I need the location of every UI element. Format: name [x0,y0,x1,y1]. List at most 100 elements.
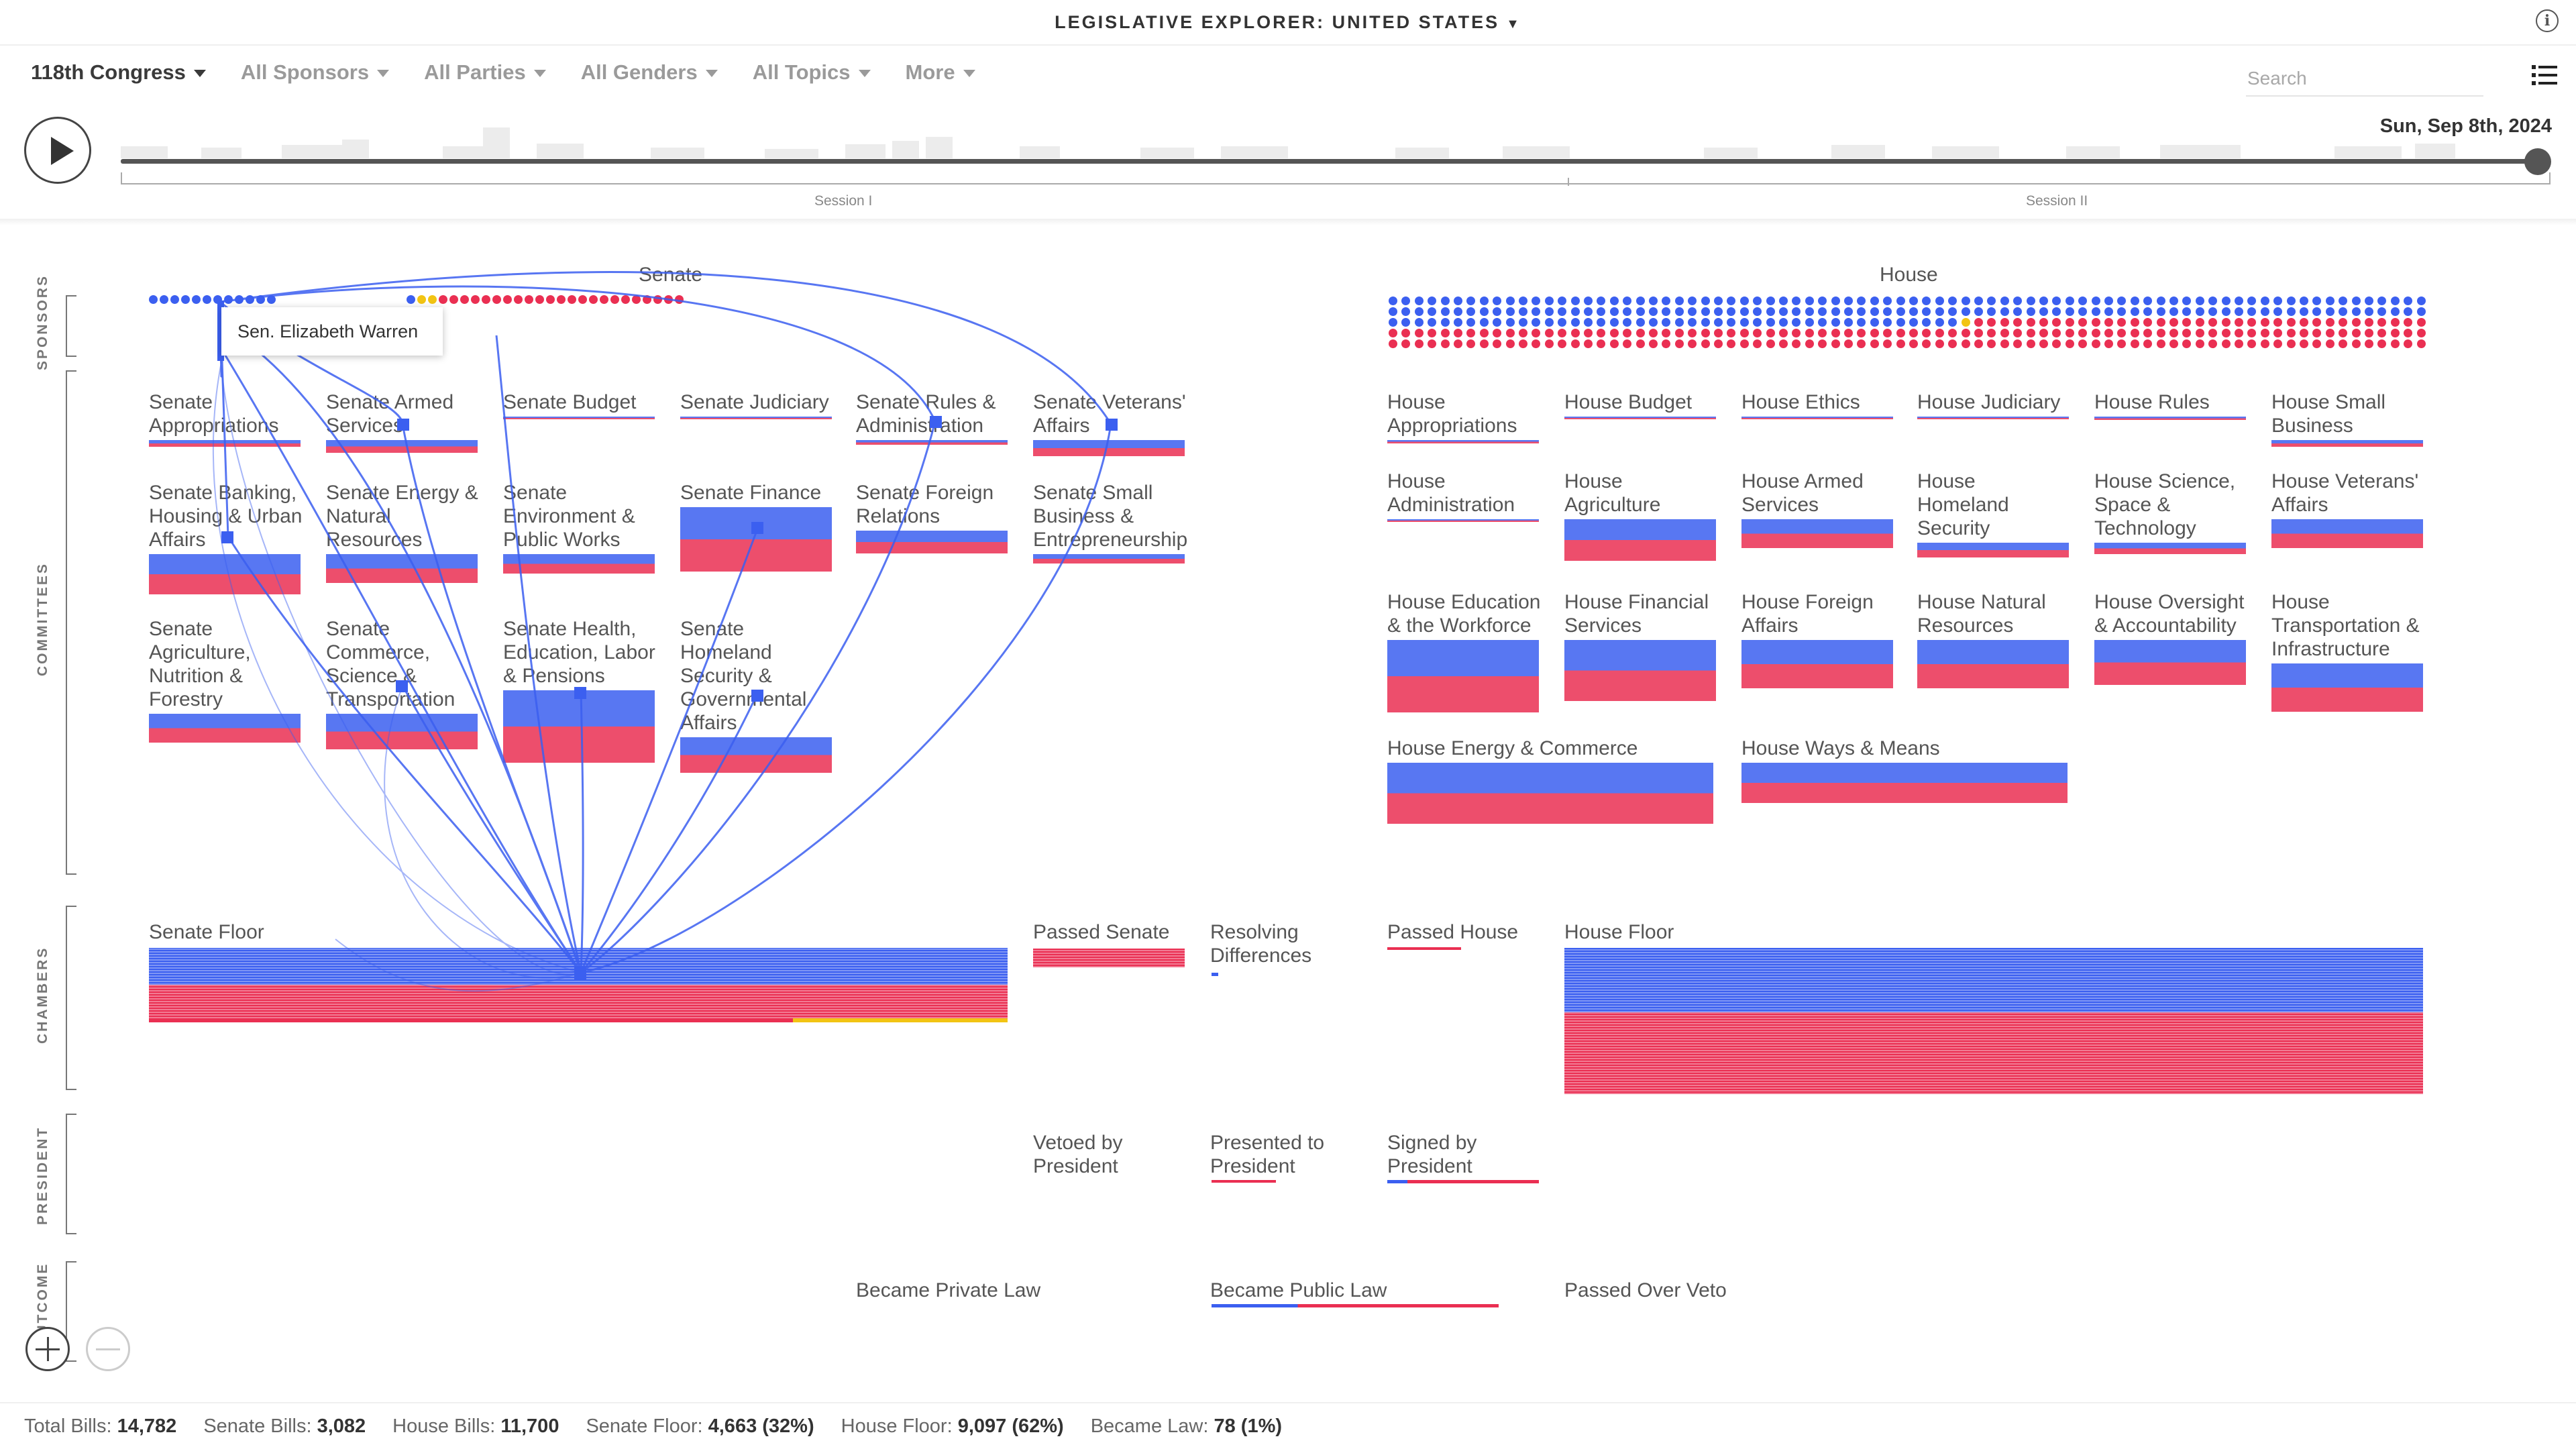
sponsor-dot[interactable] [2026,297,2035,305]
sponsor-dot[interactable] [2286,339,2296,348]
sponsor-dot[interactable] [1428,329,1437,337]
sponsor-dot[interactable] [2195,297,2204,305]
stage-passed-house[interactable]: Passed House [1387,920,1518,944]
sponsor-dot[interactable] [1558,329,1567,337]
sponsor-dot[interactable] [1961,297,1970,305]
sponsor-dot[interactable] [2377,297,2387,305]
senate-committee[interactable]: Senate Judiciary [680,390,835,419]
sponsor-dot[interactable] [1674,297,1684,305]
filter-sponsors[interactable]: All Sponsors [241,60,390,91]
sponsor-dot[interactable] [2325,318,2334,327]
sponsor-dot[interactable] [428,295,437,304]
sponsor-dot[interactable] [1987,318,1996,327]
sponsor-dot[interactable] [1440,339,1450,348]
sponsor-dot[interactable] [2026,307,2035,316]
sponsor-dot[interactable] [664,295,673,304]
sponsor-dot[interactable] [1389,318,1397,327]
sponsor-dot[interactable] [1857,318,1866,327]
sponsor-dot[interactable] [2143,318,2153,327]
sponsor-dot[interactable] [1493,318,1502,327]
sponsor-dot[interactable] [1532,307,1541,316]
house-committee[interactable]: House Natural Resources [1917,590,2072,688]
sponsor-dot[interactable] [1401,329,1411,337]
sponsor-dot[interactable] [2404,307,2413,316]
sponsor-dot[interactable] [203,295,211,304]
sponsor-dot[interactable] [1727,307,1736,316]
stage-public-law[interactable]: Became Public Law [1210,1279,1387,1302]
committee-bills[interactable] [149,714,301,743]
sponsor-dot[interactable] [2104,307,2113,316]
senate-floor-bills[interactable] [149,948,1008,1022]
house-committee[interactable]: House Rules [2094,390,2249,420]
sponsor-dot[interactable] [2365,307,2373,316]
sponsor-dot[interactable] [1519,297,1527,305]
sponsor-dot[interactable] [1597,318,1606,327]
sponsor-dot[interactable] [1753,329,1762,337]
sponsor-dot[interactable] [1519,329,1527,337]
sponsor-dot[interactable] [2208,339,2218,348]
presented-bills[interactable] [1212,1180,1276,1183]
sponsor-dot[interactable] [2365,339,2373,348]
sponsor-dot[interactable] [170,295,179,304]
senate-committee[interactable]: Senate Commerce, Science & Transportatio… [326,617,480,749]
sponsor-dot[interactable] [1727,329,1736,337]
sponsor-dot[interactable] [2339,329,2348,337]
sponsor-dot[interactable] [1570,329,1580,337]
sponsor-dot[interactable] [2404,318,2413,327]
sponsor-dot[interactable] [2143,297,2153,305]
sponsor-dot[interactable] [2235,339,2243,348]
sponsor-dot[interactable] [1766,329,1775,337]
sponsor-dot[interactable] [2416,297,2426,305]
sponsor-dot[interactable] [1493,339,1502,348]
committee-bills[interactable] [326,440,478,453]
sponsor-dot[interactable] [192,295,201,304]
sponsor-dot[interactable] [2091,297,2100,305]
sponsor-dot[interactable] [460,295,469,304]
sponsor-dot[interactable] [1857,339,1866,348]
sponsor-dot[interactable] [1766,318,1775,327]
sponsor-dot[interactable] [535,295,544,304]
sponsor-dot[interactable] [246,295,254,304]
sponsor-dot[interactable] [1727,339,1736,348]
sponsor-dot[interactable] [2156,307,2165,316]
sponsor-dot[interactable] [2260,339,2269,348]
senate-committee[interactable]: Senate Homeland Security & Governmental … [680,617,835,773]
sponsor-dot[interactable] [1922,329,1931,337]
sponsor-dot[interactable] [1662,297,1671,305]
sponsor-dot[interactable] [2235,318,2243,327]
sponsor-dot[interactable] [1753,339,1762,348]
sponsor-dot[interactable] [449,295,458,304]
zoom-out-button[interactable] [86,1327,130,1371]
sponsor-dot[interactable] [2260,297,2269,305]
sponsor-dot[interactable] [2091,329,2100,337]
sponsor-dot[interactable] [1544,329,1554,337]
sponsor-dot[interactable] [2365,329,2373,337]
sponsor-dot[interactable] [2260,318,2269,327]
sponsor-dot[interactable] [1584,297,1593,305]
sponsor-dot[interactable] [1609,297,1619,305]
sponsor-dot[interactable] [2300,339,2308,348]
sponsor-dot[interactable] [2377,318,2387,327]
sponsor-dot[interactable] [1935,318,1944,327]
house-committee[interactable]: House Foreign Affairs [1741,590,1896,688]
sponsor-dot[interactable] [2208,329,2218,337]
sponsor-dot[interactable] [2351,318,2361,327]
committee-bills[interactable] [680,507,832,572]
sponsor-dot[interactable] [1948,297,1957,305]
sponsor-dot[interactable] [1454,329,1462,337]
sponsor-dot[interactable] [1544,339,1554,348]
public-law-bills[interactable] [1212,1304,1499,1307]
sponsor-dot[interactable] [1609,329,1619,337]
sponsor-dot[interactable] [2130,318,2139,327]
sponsor-dot[interactable] [256,295,265,304]
sponsor-dot[interactable] [1570,297,1580,305]
sponsor-dot[interactable] [2235,329,2243,337]
sponsor-dot[interactable] [1609,318,1619,327]
sponsor-dot[interactable] [2390,307,2400,316]
timeline-track[interactable] [121,159,2536,164]
sponsor-dot[interactable] [1779,318,1788,327]
sponsor-dot[interactable] [1779,297,1788,305]
sponsor-dot[interactable] [1662,339,1671,348]
sponsor-dot[interactable] [2104,297,2113,305]
sponsor-dot[interactable] [2247,318,2257,327]
